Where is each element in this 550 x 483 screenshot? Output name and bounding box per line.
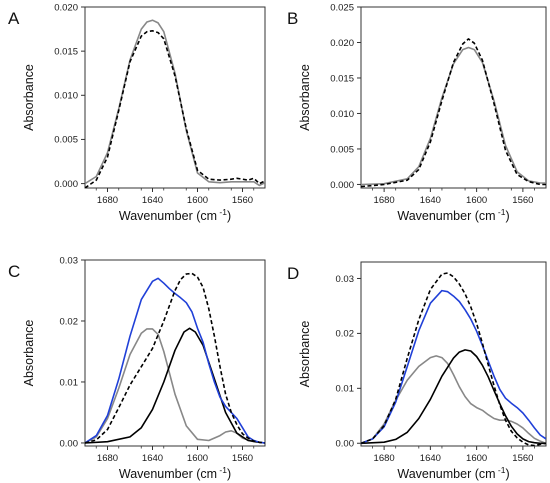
y-tick-label: 0.015 bbox=[330, 73, 354, 84]
y-tick-label: 0.03 bbox=[60, 255, 79, 266]
x-tick-label: 1600 bbox=[187, 195, 208, 206]
y-tick-label: 0.00 bbox=[60, 438, 79, 449]
y-tick-label: 0.010 bbox=[330, 109, 354, 120]
series-line-gray bbox=[361, 46, 546, 186]
y-axis-label: Absorbance bbox=[298, 64, 312, 131]
y-tick-label: 0.015 bbox=[54, 46, 78, 57]
y-tick-label: 0.010 bbox=[54, 91, 78, 102]
series-line-blue bbox=[85, 277, 265, 444]
y-tick-label: 0.01 bbox=[60, 377, 79, 388]
x-tick-label: 1640 bbox=[420, 195, 441, 206]
series-line-dashed bbox=[85, 272, 265, 444]
y-tick-label: 0.005 bbox=[54, 135, 78, 146]
x-axis-label: Wavenumber (cm -1) bbox=[119, 207, 231, 223]
x-tick-label: 1640 bbox=[420, 453, 441, 464]
y-tick-label: 0.01 bbox=[336, 384, 355, 395]
x-tick-label: 1560 bbox=[512, 195, 533, 206]
plot-frame bbox=[360, 261, 547, 447]
panel-c: C 1680 1640 1600 1560 0.00 0.01 0.02 0.03 Wavenum… bbox=[8, 255, 266, 481]
x-tick-label: 1680 bbox=[374, 453, 395, 464]
x-tick-label: 1640 bbox=[142, 453, 163, 464]
panel-label: A bbox=[8, 9, 20, 28]
panel-b: B 1680 1640 1600 1560 0.000 0.005 0.010 0.015 0.0… bbox=[287, 2, 547, 223]
y-axis-label: Absorbance bbox=[298, 321, 312, 388]
series-line-gray bbox=[85, 328, 265, 444]
plot-frame bbox=[84, 259, 266, 447]
y-tick-label: 0.020 bbox=[330, 38, 354, 49]
y-axis-label: Absorbance bbox=[22, 320, 36, 387]
series-line-black bbox=[361, 349, 546, 445]
series-line-dashed bbox=[85, 29, 265, 188]
y-tick-label: 0.025 bbox=[330, 2, 354, 13]
x-axis-label: Wavenumber (cm -1) bbox=[397, 465, 509, 481]
x-tick-label: 1680 bbox=[374, 195, 395, 206]
series-line-dashed bbox=[361, 272, 546, 446]
x-tick-label: 1600 bbox=[466, 195, 487, 206]
y-tick-label: 0.020 bbox=[54, 2, 78, 13]
panel-label: C bbox=[8, 262, 20, 281]
series-line-blue bbox=[361, 289, 546, 445]
y-tick-label: 0.00 bbox=[336, 439, 355, 450]
x-tick-label: 1600 bbox=[466, 453, 487, 464]
y-tick-label: 0.02 bbox=[60, 316, 79, 327]
x-tick-label: 1560 bbox=[232, 195, 253, 206]
series-line-gray bbox=[361, 355, 546, 445]
panel-label: B bbox=[287, 9, 298, 28]
series-line-gray bbox=[85, 19, 265, 187]
series-line-dashed bbox=[361, 38, 546, 188]
panel-d: D 1680 1640 1600 1560 0.00 0.01 0.02 0.03 Wavenum… bbox=[287, 261, 547, 481]
y-tick-label: 0.000 bbox=[330, 180, 354, 191]
y-tick-label: 0.000 bbox=[54, 179, 78, 190]
plot-frame bbox=[360, 6, 547, 189]
panel-a: A 1680 1640 1600 1560 0.000 0.005 0.010 0.015 0.0… bbox=[8, 2, 266, 223]
series-line-black bbox=[85, 327, 265, 444]
x-tick-label: 1680 bbox=[97, 195, 118, 206]
y-tick-label: 0.03 bbox=[336, 274, 355, 285]
y-tick-label: 0.02 bbox=[336, 329, 355, 340]
panel-label: D bbox=[287, 264, 299, 283]
x-tick-label: 1640 bbox=[142, 195, 163, 206]
y-tick-label: 0.005 bbox=[330, 144, 354, 155]
x-axis-label: Wavenumber (cm -1) bbox=[397, 207, 509, 223]
x-axis-label: Wavenumber (cm -1) bbox=[119, 465, 231, 481]
plot-frame bbox=[84, 6, 266, 189]
y-axis-label: Absorbance bbox=[22, 64, 36, 131]
x-tick-label: 1680 bbox=[97, 453, 118, 464]
x-tick-label: 1560 bbox=[512, 453, 533, 464]
x-tick-label: 1600 bbox=[187, 453, 208, 464]
x-tick-label: 1560 bbox=[232, 453, 253, 464]
